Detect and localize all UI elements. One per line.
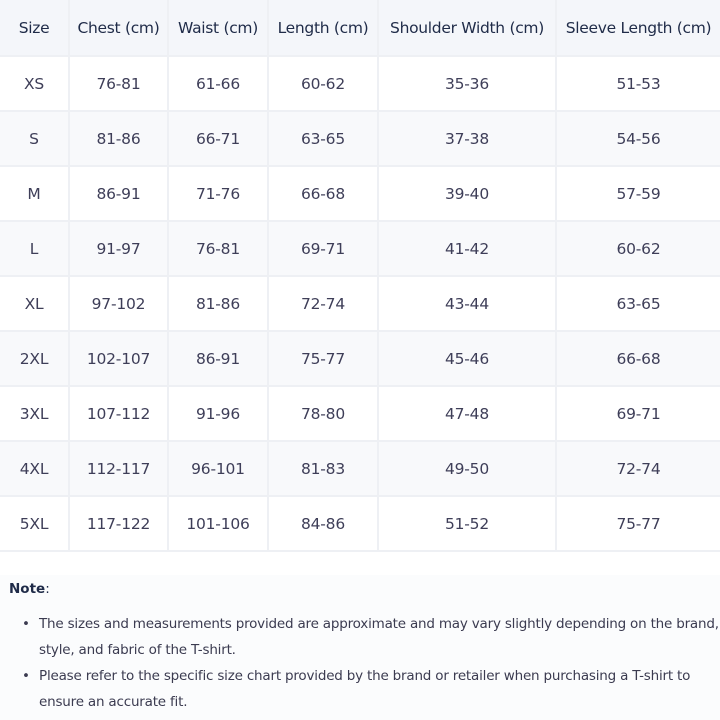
table-cell: 96-101	[168, 441, 269, 497]
table-cell: 63-65	[556, 276, 720, 332]
table-cell: 51-52	[378, 496, 557, 552]
column-header: Length (cm)	[268, 0, 379, 57]
table-cell: 91-96	[168, 386, 269, 442]
note-text: The sizes and measurements provided are …	[39, 616, 719, 658]
table-cell: 41-42	[378, 221, 557, 277]
table-cell: 37-38	[378, 111, 557, 167]
table-cell: 75-77	[268, 331, 379, 387]
note-section: Note: • The sizes and measurements provid…	[0, 575, 720, 720]
table-cell: 76-81	[69, 56, 169, 112]
table-cell: 66-68	[268, 166, 379, 222]
table-cell: 78-80	[268, 386, 379, 442]
table-cell: 86-91	[69, 166, 169, 222]
table-cell: 57-59	[556, 166, 720, 222]
table-row: 4XL 112-117 96-101 81-83 49-50 72-74	[0, 441, 720, 497]
table-cell: 47-48	[378, 386, 557, 442]
table-cell: M	[0, 166, 70, 222]
table-cell: 60-62	[268, 56, 379, 112]
table-row: M 86-91 71-76 66-68 39-40 57-59	[0, 166, 720, 222]
table-cell: 5XL	[0, 496, 70, 552]
size-chart-table: Size Chest (cm) Waist (cm) Length (cm) Shoul…	[0, 0, 720, 552]
table-cell: 84-86	[268, 496, 379, 552]
table-cell: L	[0, 221, 70, 277]
table-cell: 49-50	[378, 441, 557, 497]
table-cell: 51-53	[556, 56, 720, 112]
table-cell: 107-112	[69, 386, 169, 442]
table-cell: 35-36	[378, 56, 557, 112]
table-row: L 91-97 76-81 69-71 41-42 60-62	[0, 221, 720, 277]
header-row: Size Chest (cm) Waist (cm) Length (cm) Shoul…	[0, 0, 720, 57]
table-cell: 71-76	[168, 166, 269, 222]
column-header: Size	[0, 0, 70, 57]
column-header: Waist (cm)	[168, 0, 269, 57]
table-cell: 66-71	[168, 111, 269, 167]
column-header: Sleeve Length (cm)	[556, 0, 720, 57]
table-cell: 2XL	[0, 331, 70, 387]
table-cell: 61-66	[168, 56, 269, 112]
bullet-icon: •	[22, 616, 30, 632]
table-cell: 97-102	[69, 276, 169, 332]
note-colon: :	[45, 581, 50, 597]
table-cell: 3XL	[0, 386, 70, 442]
table-cell: 91-97	[69, 221, 169, 277]
table-cell: 43-44	[378, 276, 557, 332]
table-cell: S	[0, 111, 70, 167]
table-cell: 54-56	[556, 111, 720, 167]
note-title: Note:	[9, 581, 50, 597]
note-bullet: • The sizes and measurements provided are…	[22, 611, 719, 663]
note-bullet: • Please refer to the specific size chart…	[22, 663, 719, 715]
table-cell: 60-62	[556, 221, 720, 277]
table-cell: 4XL	[0, 441, 70, 497]
column-header: Chest (cm)	[69, 0, 169, 57]
note-label: Note	[9, 581, 46, 597]
column-header: Shoulder Width (cm)	[378, 0, 557, 57]
table-row: 3XL 107-112 91-96 78-80 47-48 69-71	[0, 386, 720, 442]
table-cell: 86-91	[168, 331, 269, 387]
note-list: • The sizes and measurements provided are…	[0, 611, 719, 715]
table-cell: 112-117	[69, 441, 169, 497]
table-cell: 81-86	[168, 276, 269, 332]
table-cell: 76-81	[168, 221, 269, 277]
table-cell: 75-77	[556, 496, 720, 552]
table-cell: 69-71	[268, 221, 379, 277]
table-row: S 81-86 66-71 63-65 37-38 54-56	[0, 111, 720, 167]
table-cell: 81-83	[268, 441, 379, 497]
table-cell: 66-68	[556, 331, 720, 387]
table-cell: 102-107	[69, 331, 169, 387]
table-row: XL 97-102 81-86 72-74 43-44 63-65	[0, 276, 720, 332]
table-row: XS 76-81 61-66 60-62 35-36 51-53	[0, 56, 720, 112]
table-cell: 45-46	[378, 331, 557, 387]
table-row: 2XL 102-107 86-91 75-77 45-46 66-68	[0, 331, 720, 387]
table-cell: 72-74	[268, 276, 379, 332]
table-body: XS 76-81 61-66 60-62 35-36 51-53 S 81-86 66-71 63…	[0, 56, 720, 552]
bullet-icon: •	[22, 668, 30, 684]
table-cell: 117-122	[69, 496, 169, 552]
note-text: Please refer to the specific size chart …	[39, 668, 691, 710]
table-cell: 63-65	[268, 111, 379, 167]
table-cell: 81-86	[69, 111, 169, 167]
table-cell: XS	[0, 56, 70, 112]
table-cell: 101-106	[168, 496, 269, 552]
table-cell: XL	[0, 276, 70, 332]
table-cell: 72-74	[556, 441, 720, 497]
table-cell: 69-71	[556, 386, 720, 442]
table-row: 5XL 117-122 101-106 84-86 51-52 75-77	[0, 496, 720, 552]
table-cell: 39-40	[378, 166, 557, 222]
